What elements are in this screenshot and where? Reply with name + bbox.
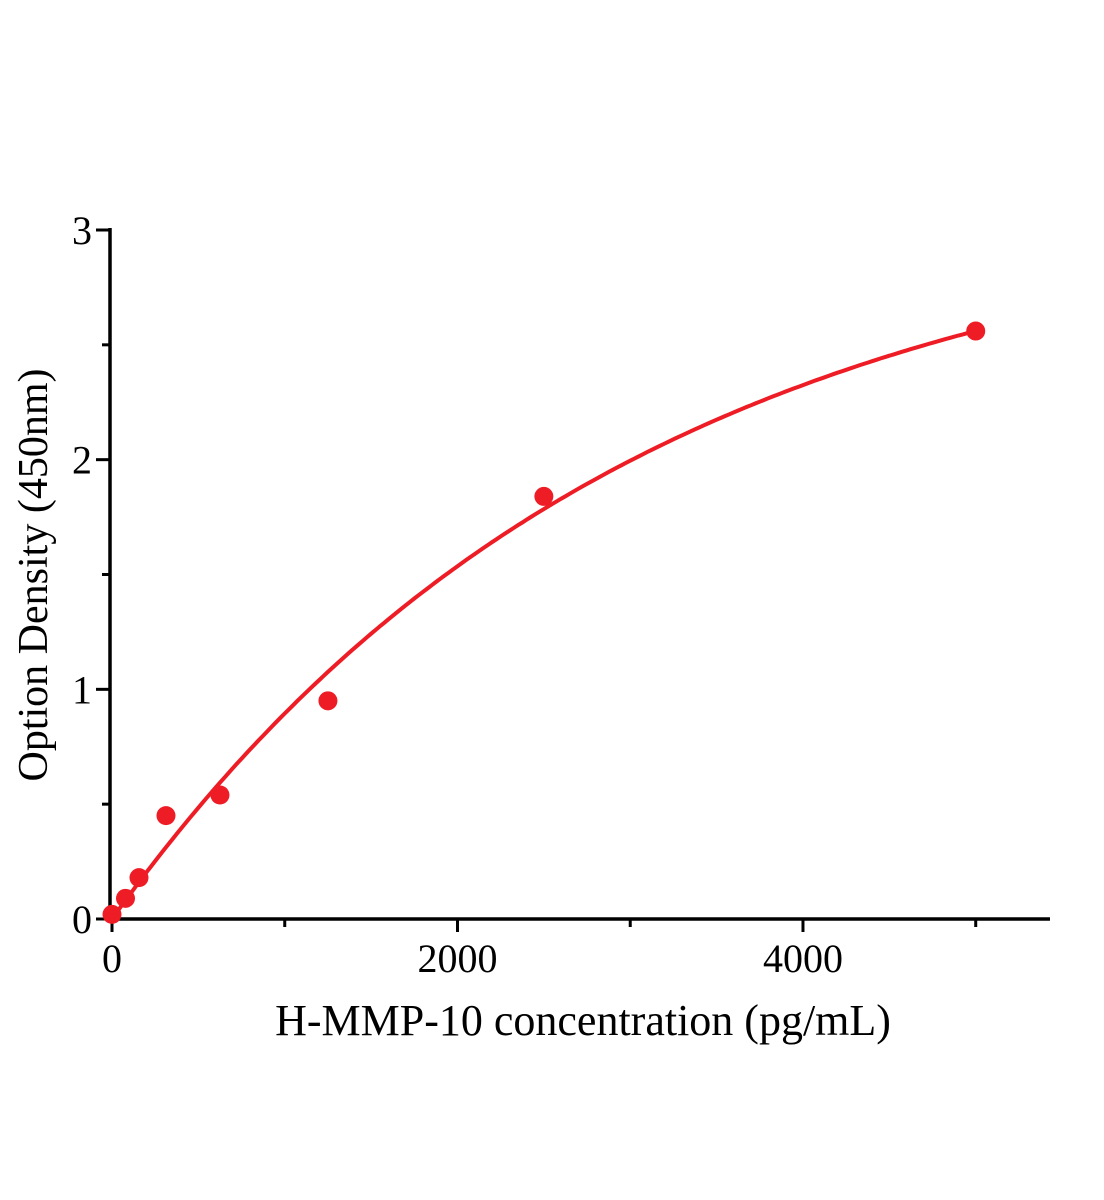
data-point	[534, 486, 554, 506]
data-point	[318, 691, 338, 711]
y-tick-label: 1	[72, 667, 92, 712]
fit-curve	[110, 328, 978, 921]
y-tick-label: 0	[72, 897, 92, 942]
data-point	[102, 904, 122, 924]
x-tick-label: 2000	[417, 936, 497, 981]
x-tick-label: 4000	[763, 936, 843, 981]
data-point	[210, 785, 230, 805]
data-point	[129, 868, 149, 888]
y-tick-label: 2	[72, 438, 92, 483]
data-points	[102, 321, 986, 924]
x-axis-tick-labels: 0 2000 4000	[102, 936, 843, 981]
data-point	[115, 888, 135, 908]
y-tick-label: 3	[72, 208, 92, 253]
data-point	[966, 321, 986, 341]
x-axis-title: H-MMP-10 concentration (pg/mL)	[275, 996, 891, 1045]
x-tick-label: 0	[102, 936, 122, 981]
y-axis-ticks	[96, 228, 110, 921]
data-point	[156, 806, 176, 826]
y-axis-tick-labels: 0 1 2 3	[72, 208, 92, 942]
x-axis-ticks	[110, 919, 978, 932]
y-axis-title: Option Density (450nm)	[11, 369, 57, 782]
